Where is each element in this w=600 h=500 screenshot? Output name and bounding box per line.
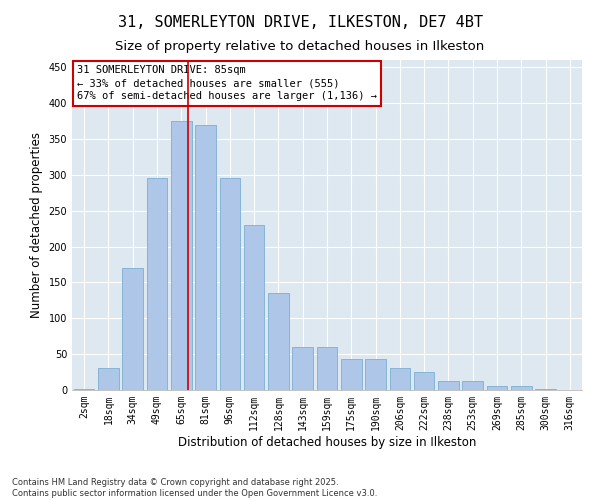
Bar bbox=[195, 124, 216, 390]
Bar bbox=[171, 121, 191, 390]
Bar bbox=[220, 178, 240, 390]
Bar bbox=[146, 178, 167, 390]
Bar bbox=[365, 359, 386, 390]
Bar bbox=[244, 225, 265, 390]
Bar bbox=[535, 388, 556, 390]
Bar bbox=[487, 386, 508, 390]
Bar bbox=[74, 388, 94, 390]
Text: 31, SOMERLEYTON DRIVE, ILKESTON, DE7 4BT: 31, SOMERLEYTON DRIVE, ILKESTON, DE7 4BT bbox=[118, 15, 482, 30]
Bar bbox=[438, 380, 459, 390]
Text: Size of property relative to detached houses in Ilkeston: Size of property relative to detached ho… bbox=[115, 40, 485, 53]
Bar bbox=[317, 347, 337, 390]
Bar bbox=[414, 372, 434, 390]
Bar bbox=[463, 382, 483, 390]
Bar bbox=[341, 359, 362, 390]
Text: Contains HM Land Registry data © Crown copyright and database right 2025.
Contai: Contains HM Land Registry data © Crown c… bbox=[12, 478, 377, 498]
Bar bbox=[98, 368, 119, 390]
Bar bbox=[268, 293, 289, 390]
X-axis label: Distribution of detached houses by size in Ilkeston: Distribution of detached houses by size … bbox=[178, 436, 476, 448]
Bar bbox=[389, 368, 410, 390]
Y-axis label: Number of detached properties: Number of detached properties bbox=[30, 132, 43, 318]
Text: 31 SOMERLEYTON DRIVE: 85sqm
← 33% of detached houses are smaller (555)
67% of se: 31 SOMERLEYTON DRIVE: 85sqm ← 33% of det… bbox=[77, 65, 377, 102]
Bar bbox=[122, 268, 143, 390]
Bar bbox=[292, 347, 313, 390]
Bar bbox=[511, 386, 532, 390]
